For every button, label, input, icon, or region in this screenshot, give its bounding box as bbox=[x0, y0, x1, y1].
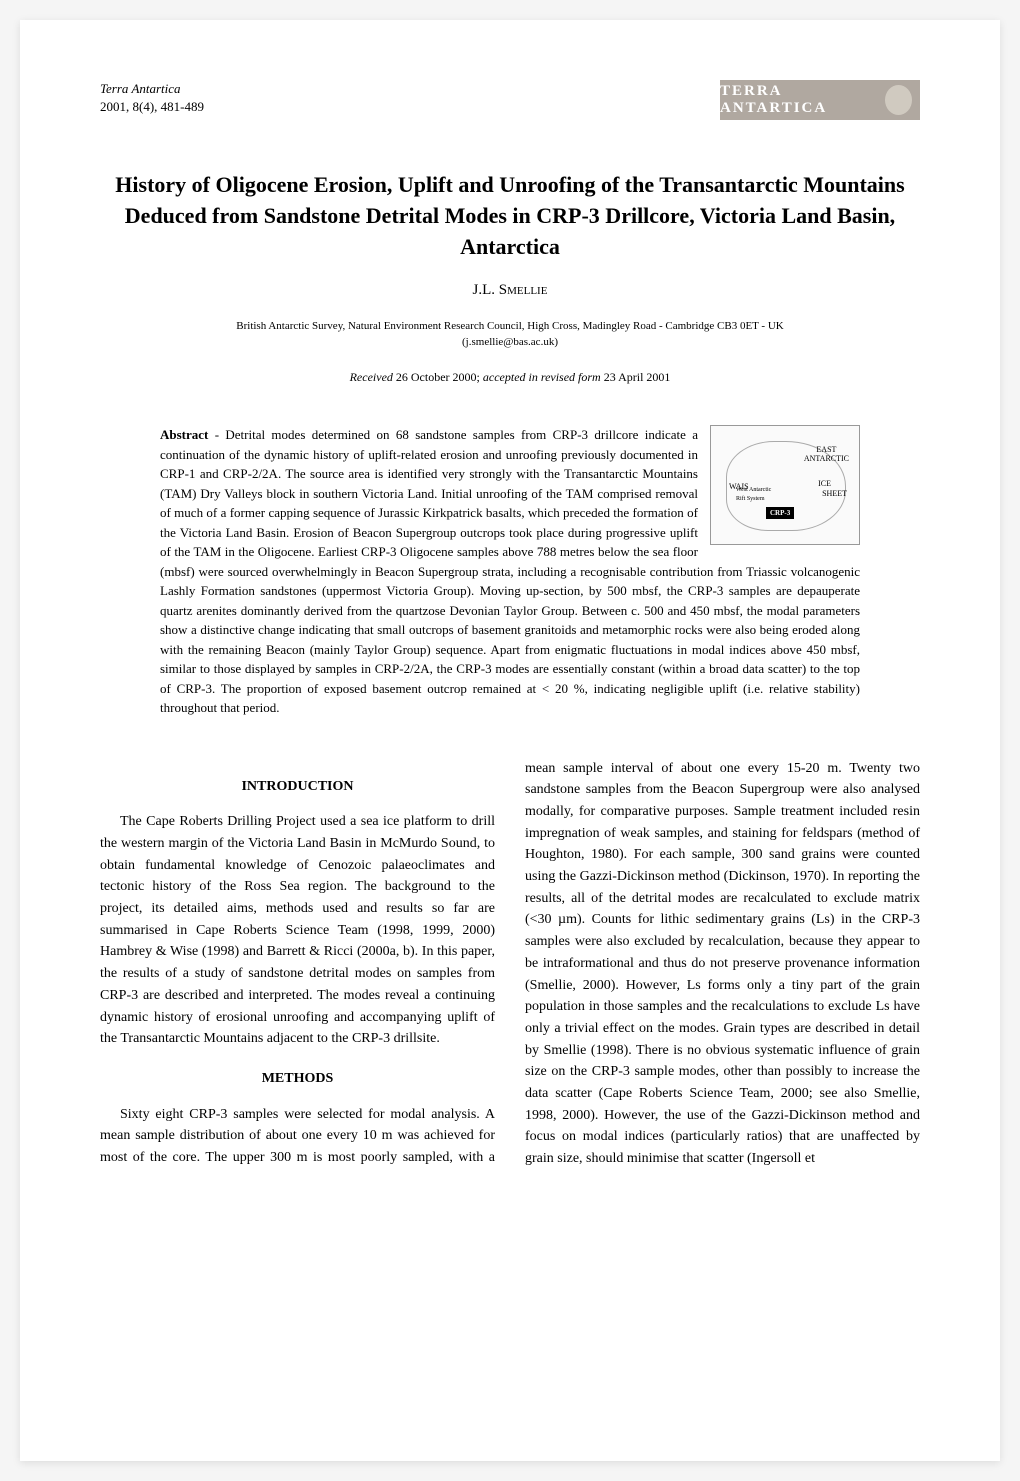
map-crp3-label: CRP-3 bbox=[766, 507, 794, 520]
journal-logo: TERRA ANTARTICA bbox=[720, 80, 920, 120]
abstract-part2: overwhelmingly in Beacon Supergroup stra… bbox=[160, 564, 860, 716]
logo-icon bbox=[885, 85, 912, 115]
logo-text: TERRA ANTARTICA bbox=[720, 83, 877, 117]
author-initials: J.L. bbox=[473, 282, 499, 298]
accepted-date: 23 April 2001 bbox=[604, 370, 671, 384]
abstract-part1: - Detrital modes determined on 68 sandst… bbox=[160, 427, 698, 579]
journal-name: Terra Antartica bbox=[100, 80, 204, 98]
map-label-west: West AntarcticRift System bbox=[736, 486, 771, 504]
header-row: Terra Antartica 2001, 8(4), 481-489 TERR… bbox=[100, 80, 920, 120]
abstract-block: EASTANTARCTIC WAIS ICE SHEET West Antarc… bbox=[160, 425, 860, 718]
paper-title: History of Oligocene Erosion, Uplift and… bbox=[100, 170, 920, 262]
journal-info: Terra Antartica 2001, 8(4), 481-489 bbox=[100, 80, 204, 116]
page: Terra Antartica 2001, 8(4), 481-489 TERR… bbox=[20, 20, 1000, 1461]
affiliation-email: (j.smellie@bas.ac.uk) bbox=[462, 336, 558, 348]
received-date: 26 October 2000; bbox=[396, 370, 483, 384]
affiliation: British Antarctic Survey, Natural Enviro… bbox=[100, 319, 920, 350]
map-label-east: EASTANTARCTIC bbox=[804, 446, 849, 464]
introduction-para: The Cape Roberts Drilling Project used a… bbox=[100, 811, 495, 1050]
affiliation-text: British Antarctic Survey, Natural Enviro… bbox=[236, 320, 783, 332]
body-columns: INTRODUCTION The Cape Roberts Drilling P… bbox=[100, 758, 920, 1170]
abstract-label: Abstract bbox=[160, 427, 208, 442]
accepted-label: accepted in revised form bbox=[483, 370, 604, 384]
received-label: Received bbox=[350, 370, 396, 384]
title-block: History of Oligocene Erosion, Uplift and… bbox=[100, 170, 920, 385]
issue-line: 2001, 8(4), 481-489 bbox=[100, 98, 204, 116]
location-map: EASTANTARCTIC WAIS ICE SHEET West Antarc… bbox=[710, 425, 860, 545]
author: J.L. Smellie bbox=[100, 282, 920, 299]
methods-heading: METHODS bbox=[100, 1068, 495, 1090]
introduction-heading: INTRODUCTION bbox=[100, 776, 495, 798]
author-surname: Smellie bbox=[499, 282, 548, 298]
dates: Received 26 October 2000; accepted in re… bbox=[100, 370, 920, 385]
abstract-text: EASTANTARCTIC WAIS ICE SHEET West Antarc… bbox=[160, 425, 860, 718]
map-label-sheet: SHEET bbox=[822, 488, 847, 500]
